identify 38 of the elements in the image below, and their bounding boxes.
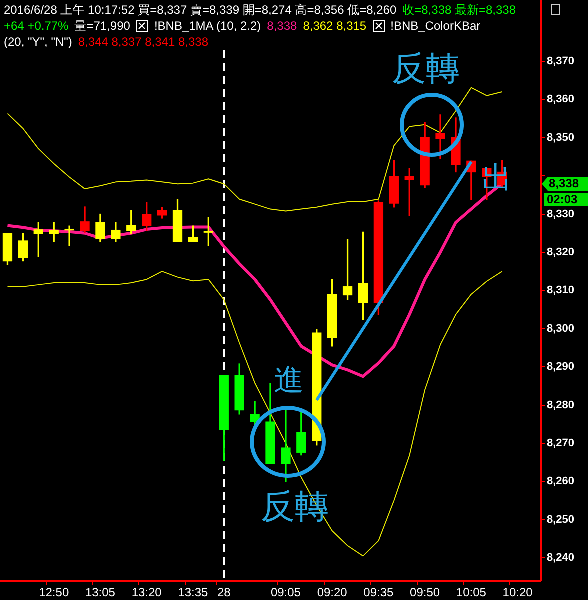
x-tick-label: 13:05: [85, 586, 116, 600]
text: 02:03: [547, 192, 578, 206]
y-tick-label: 8,290: [547, 361, 575, 374]
y-tick-label: 8,320: [547, 246, 575, 258]
x-tick-label: 10:20: [502, 586, 534, 600]
annotation: 反轉: [392, 50, 460, 88]
y-tick-label: 8,270: [547, 438, 575, 450]
x-tick-label: 12:50: [39, 586, 70, 600]
text: 8,344 8,337 8,341 8,338: [78, 35, 209, 49]
text: 收=8,338 最新=8,338: [402, 2, 516, 18]
text: 量=71,990: [74, 18, 130, 34]
text: 8,338: [267, 19, 298, 33]
x-tick-label: 09:35: [364, 586, 394, 600]
x-tick-label: 13:20: [132, 586, 162, 600]
y-tick-label: 8,360: [547, 94, 575, 106]
y-tick-label: 8,350: [547, 132, 575, 144]
y-tick-label: 8,300: [547, 322, 575, 335]
text: !BNB_1MA (10, 2.2): [154, 19, 262, 33]
text: 8,362 8,315: [303, 19, 367, 33]
x-tick-label: 09:20: [317, 586, 348, 600]
text: +64 +0.77%: [4, 19, 69, 33]
y-tick-label: 8,370: [547, 55, 575, 68]
y-tick-label: 8,330: [547, 208, 575, 220]
text: !BNB_ColorKBar: [390, 19, 481, 33]
y-tick-label: 8,260: [547, 476, 575, 488]
x-tick-label: 10:05: [456, 586, 487, 600]
text: 8,338: [549, 176, 580, 190]
x-tick-label: 09:50: [410, 586, 440, 600]
y-tick-label: 8,280: [547, 399, 575, 412]
x-tick-label: 13:35: [178, 586, 209, 600]
annotation: 進: [274, 364, 304, 397]
y-tick-label: 8,310: [547, 284, 575, 297]
x-tick-label: 28: [217, 586, 232, 600]
y-tick-label: 8,250: [547, 514, 575, 526]
text: (20, "Y", "N"): [4, 35, 72, 49]
y-tick-label: 8,240: [547, 552, 575, 564]
text: 2016/6/28 上午 10:17:52 買=8,337 賣=8,339 開=8,274 高=8,356 低=8,260: [4, 2, 397, 18]
x-tick-label: 09:05: [270, 586, 302, 600]
